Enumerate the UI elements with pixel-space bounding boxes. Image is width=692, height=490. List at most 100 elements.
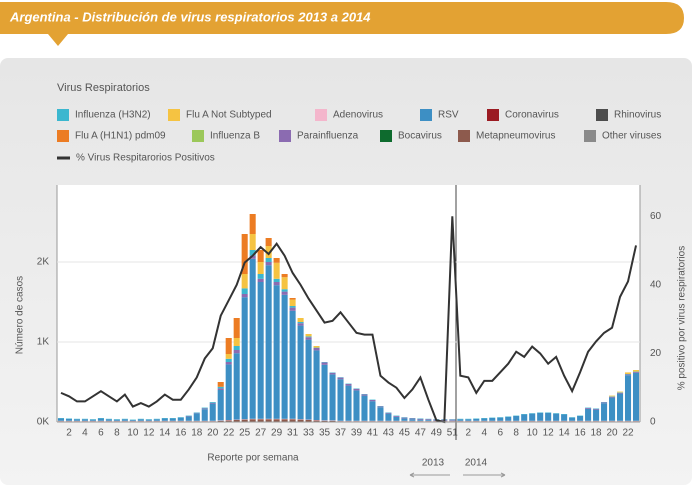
legend-label: Other viruses bbox=[602, 131, 661, 142]
bar-segment bbox=[170, 418, 176, 420]
bar-segment bbox=[505, 417, 511, 421]
bar-segment bbox=[425, 420, 431, 421]
legend-swatch bbox=[596, 109, 608, 121]
legend-swatch bbox=[380, 130, 392, 142]
bar-segment bbox=[345, 386, 351, 421]
bar-segment bbox=[465, 419, 471, 421]
bar-segment bbox=[274, 279, 280, 282]
y-axis-label: Número de casos bbox=[15, 276, 26, 354]
bar-segment bbox=[393, 416, 399, 417]
bar-segment bbox=[601, 403, 607, 421]
bar-segment bbox=[306, 337, 312, 339]
bar-segment bbox=[282, 295, 288, 419]
legend-label: Metapneumovirus bbox=[476, 131, 555, 142]
bar-segment bbox=[258, 279, 264, 282]
bar-segment bbox=[298, 323, 304, 325]
bar-segment bbox=[250, 234, 256, 250]
x-tick-label: 41 bbox=[367, 428, 379, 439]
bar-segment bbox=[385, 413, 391, 414]
bar-segment bbox=[593, 409, 599, 410]
x-tick-label: 12 bbox=[143, 428, 155, 439]
x-tick-label: 25 bbox=[239, 428, 251, 439]
x-tick-label: 8 bbox=[513, 428, 519, 439]
bar-segment bbox=[489, 418, 495, 421]
bar-segment bbox=[226, 354, 232, 359]
bar-segment bbox=[329, 373, 335, 375]
bar-segment bbox=[234, 346, 240, 350]
bar-segment bbox=[617, 392, 623, 393]
bar-segment bbox=[138, 419, 144, 421]
bar-segment bbox=[266, 419, 272, 421]
x-tick-label: 29 bbox=[271, 428, 283, 439]
bar-segment bbox=[250, 259, 256, 419]
y2-tick-label: 60 bbox=[650, 211, 662, 222]
bar-segment bbox=[290, 306, 296, 308]
bar-segment bbox=[609, 397, 615, 398]
x-tick-label: 27 bbox=[255, 428, 267, 439]
bar-segment bbox=[314, 346, 320, 348]
bar-segment bbox=[130, 420, 136, 421]
legend-label: Flu A (H1N1) pdm09 bbox=[75, 131, 166, 142]
y2-axis-label: % positivo por virus respiratorios bbox=[677, 246, 688, 391]
bar-segment bbox=[393, 417, 399, 421]
bar-segment bbox=[314, 420, 320, 421]
bar-segment bbox=[202, 408, 208, 409]
x-tick-label: 12 bbox=[543, 428, 555, 439]
bar-segment bbox=[601, 402, 607, 403]
bar-segment bbox=[234, 420, 240, 422]
bar-segment bbox=[377, 407, 383, 421]
x-tick-label: 43 bbox=[383, 428, 395, 439]
legend-label: Influenza B bbox=[210, 131, 260, 142]
bar-segment bbox=[186, 416, 192, 420]
bar-segment bbox=[625, 374, 631, 375]
bar-segment bbox=[242, 297, 248, 419]
x-tick-label: 14 bbox=[559, 428, 571, 439]
bar-segment bbox=[298, 318, 304, 322]
legend-swatch bbox=[420, 109, 432, 121]
chart-title: Argentina - Distribución de virus respir… bbox=[9, 9, 371, 24]
x-tick-label: 47 bbox=[415, 428, 427, 439]
y2-tick-label: 20 bbox=[650, 348, 662, 359]
x-tick-label: 6 bbox=[497, 428, 503, 439]
bar-segment bbox=[553, 414, 559, 421]
bar-segment bbox=[322, 421, 328, 422]
legend-label: Coronavirus bbox=[505, 110, 559, 121]
bar-segment bbox=[306, 340, 312, 420]
bar-segment bbox=[266, 238, 272, 246]
legend-swatch bbox=[279, 130, 291, 142]
bar-segment bbox=[258, 274, 264, 279]
x-tick-label: 16 bbox=[175, 428, 187, 439]
bar-segment bbox=[290, 300, 296, 306]
bar-segment bbox=[609, 398, 615, 421]
bar-segment bbox=[218, 388, 224, 390]
y2-tick-label: 40 bbox=[650, 279, 662, 290]
legend-swatch bbox=[458, 130, 470, 142]
bar-segment bbox=[306, 334, 312, 336]
bar-segment bbox=[226, 338, 232, 354]
bar-segment bbox=[401, 418, 407, 420]
bar-segment bbox=[210, 403, 216, 404]
period-label: 2013 bbox=[422, 458, 445, 469]
bar-segment bbox=[282, 292, 288, 295]
bar-segment bbox=[234, 353, 240, 419]
legend-label: Adenovirus bbox=[333, 110, 383, 121]
y2-tick-label: 0 bbox=[650, 417, 656, 428]
bar-segment bbox=[290, 308, 296, 311]
bar-segment bbox=[322, 365, 328, 421]
bar-segment bbox=[337, 379, 343, 421]
bar-segment bbox=[226, 362, 232, 364]
bar-segment bbox=[106, 419, 112, 421]
bar-segment bbox=[218, 387, 224, 389]
bar-segment bbox=[90, 420, 96, 421]
bar-segment bbox=[513, 416, 519, 421]
legend-swatch bbox=[584, 130, 596, 142]
bar-segment bbox=[146, 420, 152, 421]
legend-label: Influenza (H3N2) bbox=[75, 110, 151, 121]
bar-segment bbox=[401, 418, 407, 419]
bar-segment bbox=[353, 389, 359, 391]
y-tick-label: 2K bbox=[37, 257, 50, 268]
bar-segment bbox=[353, 390, 359, 420]
bar-segment bbox=[481, 418, 487, 420]
x-tick-label: 4 bbox=[481, 428, 487, 439]
bar-segment bbox=[609, 396, 615, 397]
